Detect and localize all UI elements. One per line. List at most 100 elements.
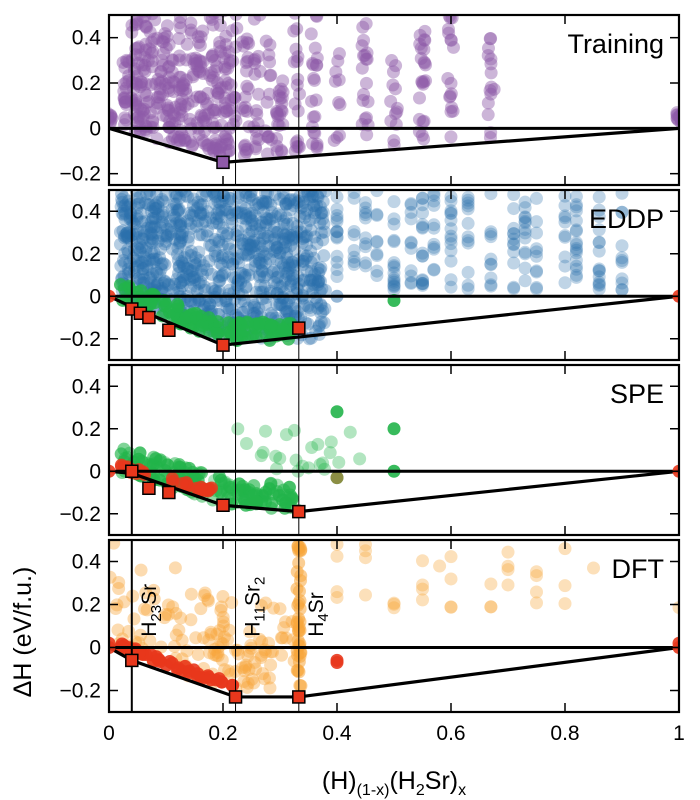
spe-point (289, 453, 303, 467)
eddp-point (283, 261, 297, 275)
eddp-point (188, 204, 202, 218)
eddp-point (151, 200, 165, 214)
eddp-point (286, 230, 300, 244)
eddp-point (318, 225, 332, 239)
training-point (443, 90, 457, 104)
eddp-point (256, 232, 270, 246)
eddp-point (186, 270, 200, 284)
eddp-point (558, 229, 572, 243)
eddp-point (146, 232, 160, 246)
training-point (193, 65, 207, 79)
eddp-point (288, 259, 302, 273)
eddp-point (507, 232, 521, 246)
dft-point (211, 645, 225, 659)
eddp-point (194, 263, 208, 277)
training-point (119, 95, 133, 109)
eddp-point (172, 203, 186, 217)
eddp-point (169, 216, 183, 230)
training-point (306, 110, 320, 124)
training-point (356, 49, 370, 63)
eddp-point (231, 229, 245, 243)
training-point (418, 56, 432, 70)
eddp-point (347, 255, 361, 269)
eddp-point (136, 262, 150, 276)
eddp-point (255, 215, 269, 229)
compound-rest: Sr (305, 592, 328, 613)
x-tick-label: 0.2 (208, 722, 237, 745)
training-point (247, 53, 261, 67)
eddp-point (158, 274, 172, 288)
eddp-point (235, 266, 249, 280)
eddp-point (130, 201, 144, 215)
eddp-point (592, 270, 606, 284)
dft-point (530, 565, 543, 579)
training-point (330, 130, 344, 144)
training-point (291, 140, 305, 154)
eddp-point (183, 273, 197, 287)
training-point (172, 31, 186, 45)
training-point (235, 101, 249, 115)
training-point (310, 58, 324, 72)
eddp-point (164, 219, 178, 233)
y-tick-label: −0.2 (60, 503, 101, 526)
eddp-point (132, 271, 146, 285)
training-point (262, 129, 276, 143)
eddp-point (256, 197, 270, 211)
training-point (186, 138, 200, 152)
eddp-point (205, 267, 219, 281)
dft-point (235, 661, 249, 675)
eddp-point (154, 262, 168, 276)
x-axis-title-end: Sr) (425, 767, 458, 795)
eddp-point (241, 301, 255, 315)
eddp-point (387, 278, 401, 292)
training-point (205, 50, 219, 64)
eddp-point (387, 275, 401, 289)
training-point (223, 56, 237, 70)
dft-point (172, 623, 186, 637)
eddp-point (290, 230, 304, 244)
training-point (167, 75, 181, 89)
dft-point (215, 653, 229, 667)
training-point (180, 37, 194, 51)
eddp-point (260, 268, 274, 282)
eddp-spe-point (237, 323, 251, 337)
training-point (168, 130, 182, 144)
eddp-point (139, 244, 153, 258)
eddp-point (170, 203, 184, 217)
eddp-point (188, 279, 202, 293)
eddp-point (268, 232, 282, 246)
dft-point (330, 590, 344, 604)
eddp-point (158, 275, 172, 289)
training-point (151, 72, 165, 86)
eddp-point (132, 197, 146, 211)
eddp-point (213, 256, 227, 270)
training-point (228, 109, 242, 123)
eddp-point (286, 255, 300, 269)
training-point (206, 103, 220, 117)
eddp-point (615, 239, 629, 253)
eddp-point (204, 211, 218, 225)
spe-point (240, 436, 254, 450)
eddp-point (123, 210, 137, 224)
spe-point (324, 435, 338, 449)
eddp-point (142, 190, 156, 197)
training-point (219, 145, 233, 159)
eddp-point (200, 224, 214, 238)
dft-point (501, 545, 515, 559)
eddp-point (221, 250, 235, 264)
training-point (205, 15, 219, 26)
training-point (240, 54, 254, 68)
spe-red-point (175, 477, 189, 491)
dft-point (109, 540, 121, 550)
eddp-point (404, 236, 418, 250)
eddp-point (207, 190, 221, 201)
eddp-point (569, 236, 583, 250)
eddp-point (484, 258, 498, 272)
training-point (178, 133, 192, 147)
eddp-point (155, 208, 169, 222)
eddp-point (530, 264, 543, 278)
spe-point (330, 471, 344, 485)
training-point (140, 88, 154, 102)
eddp-point (200, 205, 214, 219)
eddp-point (170, 248, 184, 262)
